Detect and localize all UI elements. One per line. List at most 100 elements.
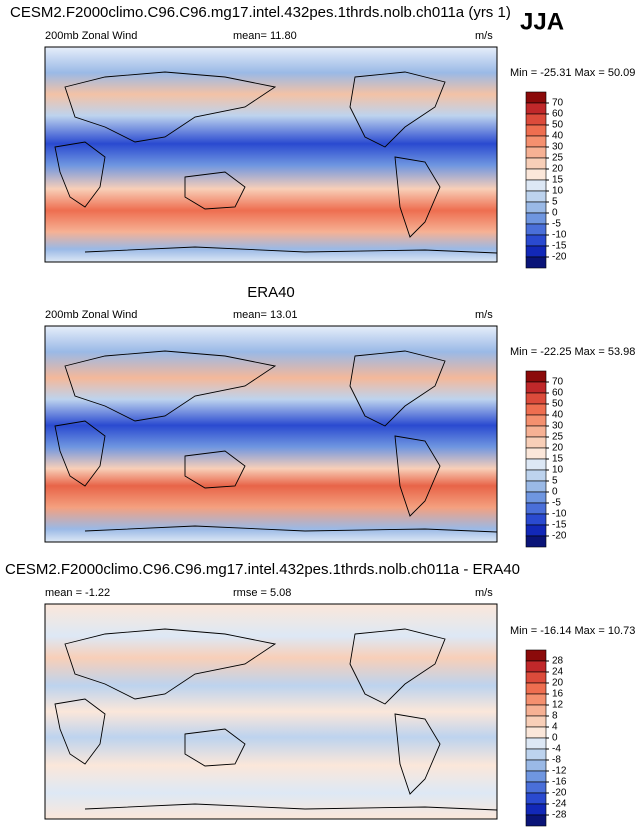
colorbar-label: 60 <box>552 388 564 399</box>
colorbar-box <box>525 124 547 137</box>
colorbar-label: 50 <box>552 399 564 410</box>
colorbar-label: 10 <box>552 186 564 197</box>
colorbar-label: 30 <box>552 421 564 432</box>
colorbar-label: 40 <box>552 410 564 421</box>
colorbar-box <box>525 201 547 214</box>
colorbar-box <box>525 190 547 203</box>
colorbar-box <box>525 502 547 515</box>
colorbar-box <box>525 256 547 269</box>
colorbar-box <box>525 737 547 750</box>
units: m/s <box>475 309 493 321</box>
colorbar-label: -4 <box>552 744 561 755</box>
colorbar-label: -16 <box>552 777 567 788</box>
colorbar-label: -8 <box>552 755 561 766</box>
panel-title: CESM2.F2000climo.C96.C96.mg17.intel.432p… <box>10 4 511 21</box>
subtitle-left: mean = -1.22 <box>45 587 110 599</box>
colorbar-label: 15 <box>552 454 564 465</box>
colorbar-label: -28 <box>552 810 567 821</box>
colorbar-label: 60 <box>552 109 564 120</box>
colorbar-box <box>525 704 547 717</box>
colorbar-label: 10 <box>552 465 564 476</box>
colorbar-label: 0 <box>552 208 558 219</box>
colorbar-label: -10 <box>552 230 567 241</box>
colorbar-box <box>525 414 547 427</box>
colorbar-box <box>525 436 547 449</box>
colorbar-label: 4 <box>552 722 558 733</box>
map <box>44 603 498 820</box>
colorbar-box <box>525 792 547 805</box>
colorbar-box <box>525 513 547 526</box>
colorbar-label: -20 <box>552 531 567 542</box>
panel-title: CESM2.F2000climo.C96.C96.mg17.intel.432p… <box>5 561 520 578</box>
colorbar-label: 16 <box>552 689 564 700</box>
colorbar-label: -5 <box>552 498 561 509</box>
colorbar-box <box>525 425 547 438</box>
colorbar-label: 20 <box>552 443 564 454</box>
colorbar-label: 8 <box>552 711 558 722</box>
colorbar-box <box>525 814 547 827</box>
colorbar-label: 28 <box>552 656 564 667</box>
colorbar-box <box>525 212 547 225</box>
colorbar-label: 70 <box>552 377 564 388</box>
colorbar-box <box>525 179 547 192</box>
colorbar-box <box>525 458 547 471</box>
colorbar-box <box>525 759 547 772</box>
colorbar-label: 20 <box>552 164 564 175</box>
colorbar-box <box>525 403 547 416</box>
min-max: Min = -22.25 Max = 53.98 <box>510 346 635 358</box>
subtitle-center: rmse = 5.08 <box>233 587 291 599</box>
colorbar-box <box>525 649 547 662</box>
colorbar-box <box>525 491 547 504</box>
colorbar-box <box>525 102 547 115</box>
colorbar-box <box>525 381 547 394</box>
colorbar-box <box>525 748 547 761</box>
colorbar-label: -24 <box>552 799 567 810</box>
colorbar-box <box>525 803 547 816</box>
colorbar-box <box>525 146 547 159</box>
colorbar-label: 40 <box>552 131 564 142</box>
colorbar-box <box>525 223 547 236</box>
subtitle-left: 200mb Zonal Wind <box>45 30 137 42</box>
colorbar-label: 0 <box>552 733 558 744</box>
colorbar-label: -20 <box>552 252 567 263</box>
colorbar-box <box>525 157 547 170</box>
subtitle-center: mean= 13.01 <box>233 309 298 321</box>
season-label: JJA <box>520 8 564 35</box>
colorbar-box <box>525 480 547 493</box>
colorbar-label: 12 <box>552 700 564 711</box>
colorbar-box <box>525 660 547 673</box>
colorbar-box <box>525 245 547 258</box>
colorbar-label: -20 <box>552 788 567 799</box>
colorbar-box <box>525 682 547 695</box>
colorbar-box <box>525 168 547 181</box>
min-max: Min = -25.31 Max = 50.09 <box>510 67 635 79</box>
colorbar-label: 0 <box>552 487 558 498</box>
colorbar-box <box>525 781 547 794</box>
colorbar-label: 5 <box>552 476 558 487</box>
colorbar-label: -15 <box>552 520 567 531</box>
colorbar-label: 24 <box>552 667 564 678</box>
colorbar-label: 70 <box>552 98 564 109</box>
colorbar-label: 20 <box>552 678 564 689</box>
colorbar-label: -5 <box>552 219 561 230</box>
colorbar-label: -12 <box>552 766 567 777</box>
subtitle-left: 200mb Zonal Wind <box>45 309 137 321</box>
colorbar-label: 15 <box>552 175 564 186</box>
units: m/s <box>475 30 493 42</box>
colorbar-box <box>525 715 547 728</box>
colorbar-box <box>525 135 547 148</box>
colorbar-box <box>525 234 547 247</box>
colorbar-box <box>525 671 547 684</box>
colorbar-label: -15 <box>552 241 567 252</box>
panel-title: ERA40 <box>247 284 295 301</box>
colorbar-box <box>525 91 547 104</box>
colorbar-box <box>525 693 547 706</box>
colorbar-box <box>525 113 547 126</box>
colorbar-label: 25 <box>552 153 564 164</box>
map <box>44 46 498 263</box>
colorbar-box <box>525 524 547 537</box>
colorbar-label: 25 <box>552 432 564 443</box>
min-max: Min = -16.14 Max = 10.73 <box>510 625 635 637</box>
colorbar-box <box>525 447 547 460</box>
